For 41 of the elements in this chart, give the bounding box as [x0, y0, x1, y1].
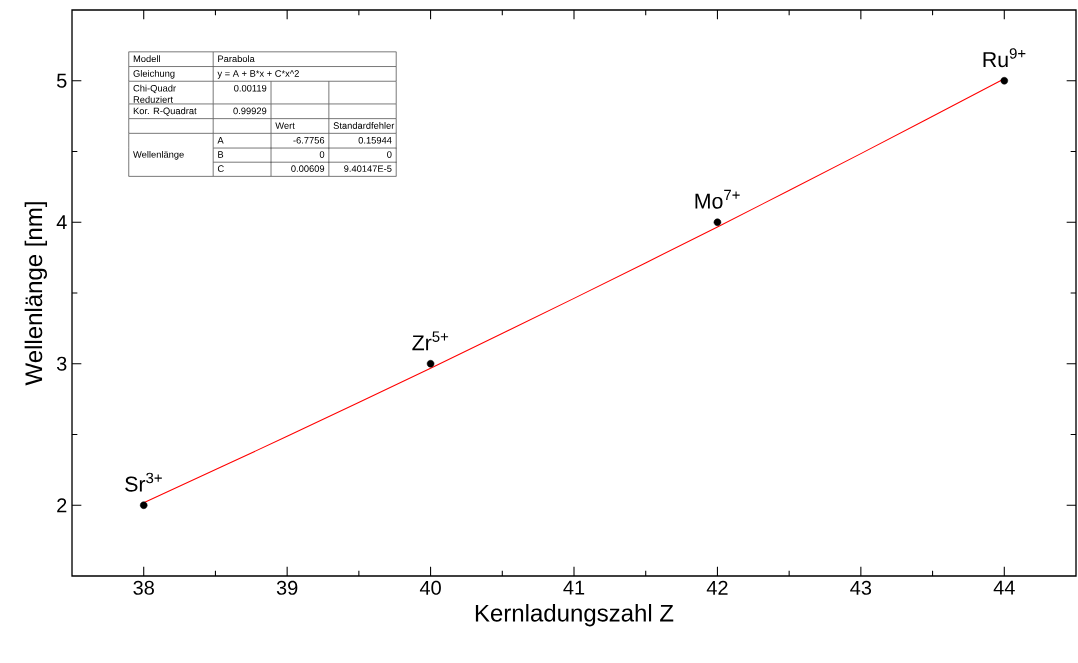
y-tick-label: 5 [56, 73, 67, 88]
x-tick-label: 43 [850, 580, 872, 595]
y-tick-label: 4 [56, 215, 67, 230]
x-tick-label: 39 [276, 580, 298, 595]
y-tick-label: 3 [56, 356, 67, 371]
point [1000, 77, 1009, 85]
x-axis-title: Kernladungszahl Z [475, 604, 674, 627]
point [139, 501, 148, 509]
annotation: Kor. R-Quadrat [133, 107, 197, 116]
annotation: B [218, 151, 224, 158]
x-tick-label: 44 [993, 580, 1015, 595]
annotation: Sr$^{3+}$ [125, 472, 162, 492]
annotation: Zr$^{5+}$ [412, 331, 449, 351]
annotation: 0 [319, 151, 325, 158]
annotation: Modell [133, 55, 160, 63]
annotation: 0.00609 [291, 165, 325, 172]
y-axis-title: Wellenlänge [nm] [24, 202, 48, 386]
annotation: C [217, 165, 224, 172]
annotation: Wellenlänge [133, 150, 184, 160]
annotation: 0.00119 [234, 84, 267, 92]
annotation: Standardfehler [333, 122, 395, 129]
annotation: 0.15944 [358, 137, 392, 144]
annotation: -6.7756 [293, 137, 325, 144]
annotation: Gleichung [133, 69, 175, 79]
annotation: 0 [387, 151, 392, 158]
annotation: Wert [275, 122, 295, 129]
annotation: 0.99929 [233, 107, 267, 115]
point [426, 360, 435, 368]
x-tick-label: 40 [419, 580, 441, 595]
annotation: y = A + B*x + C*x^2 [217, 70, 299, 79]
annotation: Ru$^{9+}$ [983, 48, 1026, 68]
annotation: Parabola [218, 55, 255, 63]
point [713, 218, 722, 226]
annotation: Chi-Quadr Reduziert [133, 84, 176, 103]
x-tick-label: 42 [706, 580, 728, 595]
annotation: A [217, 137, 224, 144]
x-tick-label: 38 [133, 580, 154, 595]
annotation: Mo$^{7+}$ [695, 189, 740, 209]
y-tick-label: 2 [57, 498, 67, 513]
x-tick-label: 41 [563, 580, 585, 595]
annotation: 9.40147E-5 [344, 165, 392, 172]
